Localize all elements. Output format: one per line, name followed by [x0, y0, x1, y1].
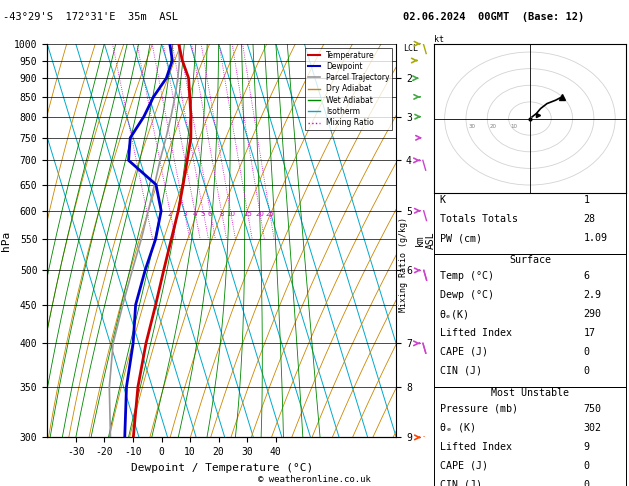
Text: -43°29'S  172°31'E  35m  ASL: -43°29'S 172°31'E 35m ASL [3, 12, 178, 22]
Text: 750: 750 [584, 404, 602, 414]
Text: K: K [440, 195, 446, 205]
Text: 1.09: 1.09 [584, 233, 608, 243]
Text: Lifted Index: Lifted Index [440, 442, 512, 451]
X-axis label: Dewpoint / Temperature (°C): Dewpoint / Temperature (°C) [131, 463, 313, 473]
Text: 0: 0 [584, 461, 589, 470]
Text: 302: 302 [584, 423, 602, 433]
Text: 5: 5 [201, 211, 205, 217]
Text: PW (cm): PW (cm) [440, 233, 482, 243]
Text: 28: 28 [584, 214, 596, 224]
Text: 0: 0 [584, 347, 589, 357]
Text: LCL: LCL [403, 44, 418, 52]
Text: Mixing Ratio (g/kg): Mixing Ratio (g/kg) [399, 217, 408, 312]
Text: Totals Totals: Totals Totals [440, 214, 518, 224]
Text: CAPE (J): CAPE (J) [440, 461, 487, 470]
Y-axis label: hPa: hPa [1, 230, 11, 251]
Text: 6: 6 [208, 211, 213, 217]
Text: 290: 290 [584, 309, 602, 319]
Text: Dewp (°C): Dewp (°C) [440, 290, 494, 300]
Text: 1: 1 [145, 211, 149, 217]
Text: 15: 15 [243, 211, 252, 217]
Text: 02.06.2024  00GMT  (Base: 12): 02.06.2024 00GMT (Base: 12) [403, 12, 584, 22]
Text: 30: 30 [468, 123, 475, 128]
Text: Temp (°C): Temp (°C) [440, 271, 494, 281]
Text: 10: 10 [226, 211, 235, 217]
Text: kt: kt [434, 35, 444, 44]
Text: CIN (J): CIN (J) [440, 366, 482, 376]
Y-axis label: km
ASL: km ASL [415, 232, 437, 249]
Text: Most Unstable: Most Unstable [491, 388, 569, 398]
Text: 1: 1 [584, 195, 589, 205]
Text: Lifted Index: Lifted Index [440, 328, 512, 338]
Text: 20: 20 [489, 123, 496, 128]
Text: 20: 20 [255, 211, 264, 217]
Text: 6: 6 [584, 271, 589, 281]
Text: 0: 0 [584, 366, 589, 376]
Text: 8: 8 [219, 211, 224, 217]
Text: CIN (J): CIN (J) [440, 480, 482, 486]
Text: Surface: Surface [509, 255, 551, 265]
Text: 9: 9 [584, 442, 589, 451]
Text: 4: 4 [192, 211, 197, 217]
Text: θₑ (K): θₑ (K) [440, 423, 476, 433]
Text: 2.9: 2.9 [584, 290, 602, 300]
Text: θₑ(K): θₑ(K) [440, 309, 470, 319]
Text: CAPE (J): CAPE (J) [440, 347, 487, 357]
Text: © weatheronline.co.uk: © weatheronline.co.uk [258, 474, 371, 484]
Text: Pressure (mb): Pressure (mb) [440, 404, 518, 414]
Text: 2: 2 [168, 211, 172, 217]
Text: 10: 10 [511, 123, 518, 128]
Text: 0: 0 [584, 480, 589, 486]
Text: 17: 17 [584, 328, 596, 338]
Legend: Temperature, Dewpoint, Parcel Trajectory, Dry Adiabat, Wet Adiabat, Isotherm, Mi: Temperature, Dewpoint, Parcel Trajectory… [305, 48, 392, 130]
Text: 25: 25 [265, 211, 274, 217]
Text: 3: 3 [182, 211, 186, 217]
